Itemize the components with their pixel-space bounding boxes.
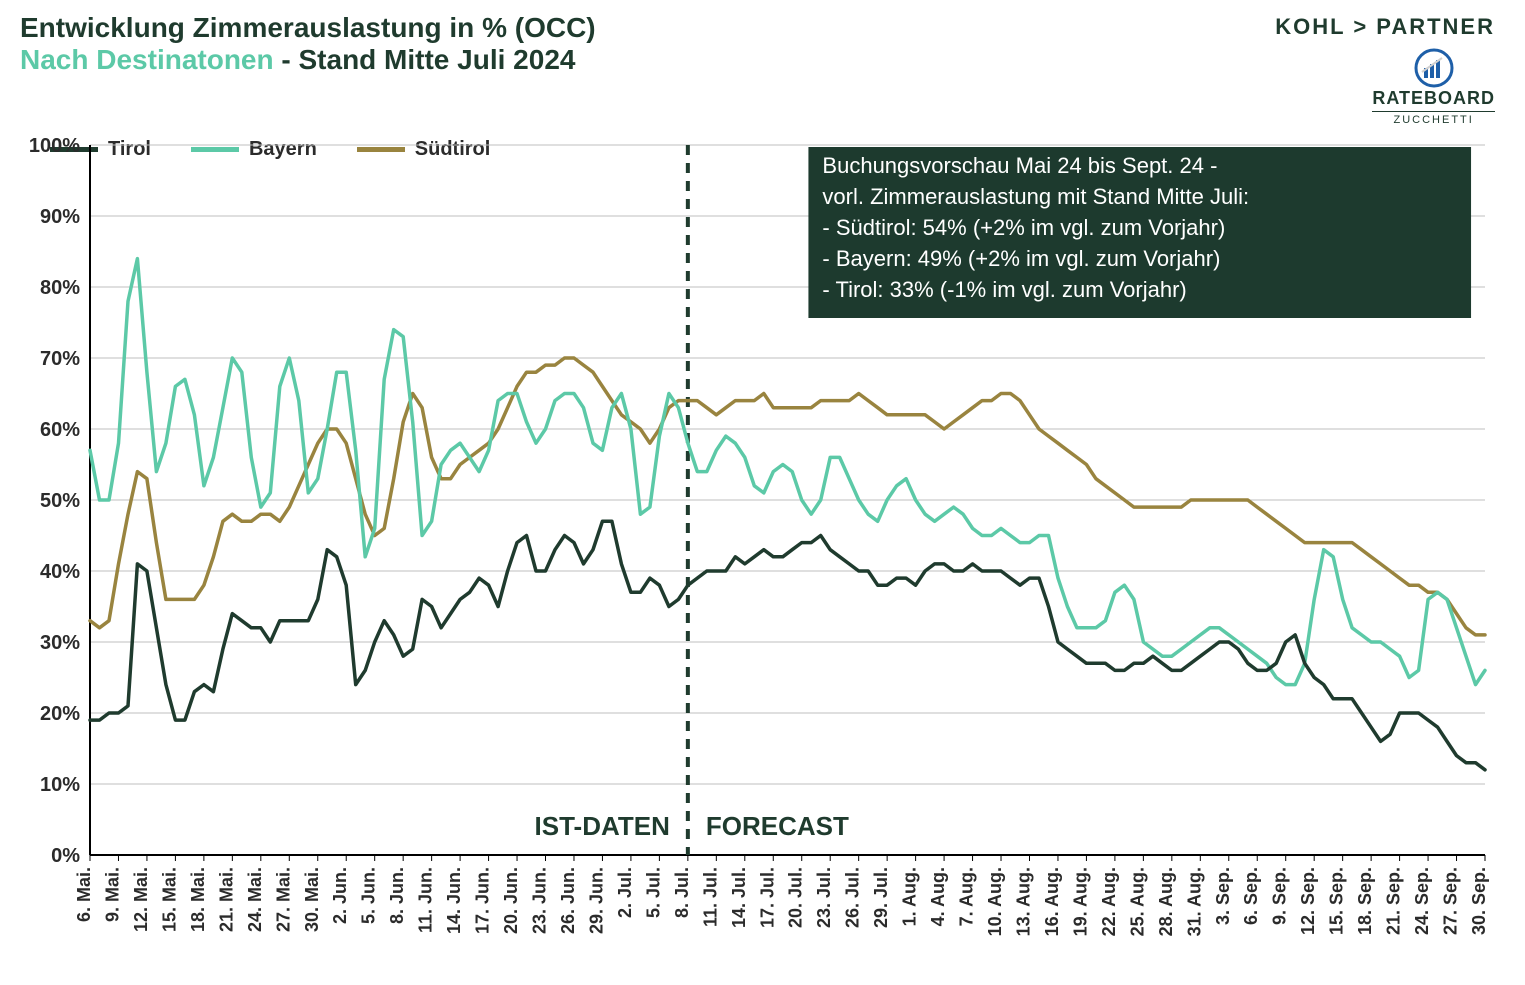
svg-text:24. Sep.: 24. Sep. (1412, 867, 1432, 935)
svg-text:17. Jun.: 17. Jun. (473, 867, 493, 934)
svg-text:vorl. Zimmerauslastung mit Sta: vorl. Zimmerauslastung mit Stand Mitte J… (822, 184, 1249, 209)
svg-text:5. Jun.: 5. Jun. (359, 867, 379, 924)
svg-text:22. Aug.: 22. Aug. (1099, 867, 1119, 936)
brand-rateboard: RATEBOARD ZUCCHETTI (1372, 48, 1495, 126)
svg-text:50%: 50% (40, 490, 80, 512)
svg-text:60%: 60% (40, 419, 80, 441)
titles: Entwicklung Zimmerauslastung in % (OCC) … (20, 10, 596, 128)
brand-kohl-partner: KOHL > PARTNER (1275, 14, 1495, 40)
svg-text:6. Sep.: 6. Sep. (1241, 867, 1261, 925)
svg-text:IST-DATEN: IST-DATEN (535, 811, 670, 841)
svg-text:9. Mai.: 9. Mai. (102, 867, 122, 922)
chart-subtitle: Nach Destinatonen - Stand Mitte Juli 202… (20, 44, 596, 76)
subtitle-rest: - Stand Mitte Juli 2024 (274, 44, 576, 75)
svg-text:21. Mai.: 21. Mai. (216, 867, 236, 932)
svg-text:8. Jul.: 8. Jul. (672, 867, 692, 918)
svg-text:7. Aug.: 7. Aug. (957, 867, 977, 926)
svg-text:27. Sep.: 27. Sep. (1441, 867, 1461, 935)
svg-text:FORECAST: FORECAST (706, 811, 849, 841)
svg-text:23. Jun.: 23. Jun. (530, 867, 550, 934)
svg-text:9. Sep.: 9. Sep. (1270, 867, 1290, 925)
svg-text:18. Sep.: 18. Sep. (1355, 867, 1375, 935)
svg-text:11. Jul.: 11. Jul. (700, 867, 720, 927)
svg-text:27. Mai.: 27. Mai. (273, 867, 293, 932)
svg-text:24. Mai.: 24. Mai. (245, 867, 265, 932)
svg-text:25. Aug.: 25. Aug. (1127, 867, 1147, 936)
svg-text:4. Aug.: 4. Aug. (928, 867, 948, 926)
svg-text:2. Jul.: 2. Jul. (615, 867, 635, 918)
svg-text:12. Mai.: 12. Mai. (131, 867, 151, 932)
svg-text:90%: 90% (40, 206, 80, 228)
svg-text:31. Aug.: 31. Aug. (1184, 867, 1204, 936)
svg-text:10%: 10% (40, 774, 80, 796)
header: Entwicklung Zimmerauslastung in % (OCC) … (20, 10, 1505, 128)
svg-text:29. Jun.: 29. Jun. (586, 867, 606, 934)
svg-text:15. Mai.: 15. Mai. (159, 867, 179, 932)
svg-text:70%: 70% (40, 348, 80, 370)
svg-text:29. Jul.: 29. Jul. (871, 867, 891, 928)
svg-text:28. Aug.: 28. Aug. (1156, 867, 1176, 936)
svg-text:30. Sep.: 30. Sep. (1469, 867, 1489, 935)
svg-text:16. Aug.: 16. Aug. (1042, 867, 1062, 936)
svg-text:8. Jun.: 8. Jun. (387, 867, 407, 924)
svg-text:14. Jun.: 14. Jun. (444, 867, 464, 934)
svg-text:40%: 40% (40, 561, 80, 583)
svg-text:1. Aug.: 1. Aug. (900, 867, 920, 926)
svg-text:20. Jul.: 20. Jul. (786, 867, 806, 928)
chart-area: 0% 10% 20% 30% 40% 50% 60% 70% 80% 90% 100% 6. Mai.… (20, 130, 1505, 975)
svg-text:13. Aug.: 13. Aug. (1013, 867, 1033, 936)
svg-text:Buchungsvorschau Mai 24 bis Se: Buchungsvorschau Mai 24 bis Sept. 24 - (822, 153, 1217, 178)
svg-text:5. Jul.: 5. Jul. (643, 867, 663, 918)
line-chart: 0% 10% 20% 30% 40% 50% 60% 70% 80% 90% 100% 6. Mai.… (20, 130, 1505, 975)
svg-text:21. Sep.: 21. Sep. (1384, 867, 1404, 935)
svg-text:19. Aug.: 19. Aug. (1070, 867, 1090, 936)
svg-text:- Südtirol: 54% (+2% im vgl.: - Südtirol: 54% (+2% im vgl. zum Vorjahr… (822, 215, 1225, 240)
svg-text:23. Jul.: 23. Jul. (814, 867, 834, 928)
svg-text:6. Mai.: 6. Mai. (74, 867, 94, 922)
svg-text:30%: 30% (40, 632, 80, 654)
svg-text:26. Jul.: 26. Jul. (843, 867, 863, 928)
svg-text:17. Jul.: 17. Jul. (757, 867, 777, 928)
svg-text:- Tirol: 33% (-1% im vgl. zum: - Tirol: 33% (-1% im vgl. zum Vorjahr) (822, 277, 1186, 302)
svg-text:26. Jun.: 26. Jun. (558, 867, 578, 934)
svg-text:100%: 100% (29, 135, 80, 157)
svg-text:80%: 80% (40, 277, 80, 299)
svg-text:10. Aug.: 10. Aug. (985, 867, 1005, 936)
svg-text:20. Jun.: 20. Jun. (501, 867, 521, 934)
svg-text:20%: 20% (40, 703, 80, 725)
subtitle-highlight: Nach Destinatonen (20, 44, 274, 75)
svg-text:3. Sep.: 3. Sep. (1213, 867, 1233, 925)
svg-text:18. Mai.: 18. Mai. (188, 867, 208, 932)
svg-text:15. Sep.: 15. Sep. (1327, 867, 1347, 935)
svg-text:0%: 0% (51, 845, 80, 867)
chart-title: Entwicklung Zimmerauslastung in % (OCC) (20, 12, 596, 44)
svg-text:30. Mai.: 30. Mai. (302, 867, 322, 932)
brand-block: KOHL > PARTNER RATEBOARD ZUCCHETTI (1275, 10, 1505, 128)
svg-text:- Bayern: 49% (+2% im vgl. zu: - Bayern: 49% (+2% im vgl. zum Vorjahr) (822, 246, 1220, 271)
svg-text:11. Jun.: 11. Jun. (416, 867, 436, 933)
svg-text:2. Jun.: 2. Jun. (330, 867, 350, 924)
svg-text:12. Sep.: 12. Sep. (1298, 867, 1318, 935)
page: Entwicklung Zimmerauslastung in % (OCC) … (0, 0, 1525, 985)
brand-rateboard-text: RATEBOARD (1372, 88, 1495, 109)
brand-zucchetti: ZUCCHETTI (1372, 111, 1495, 126)
rateboard-icon (1414, 48, 1454, 88)
svg-text:14. Jul.: 14. Jul. (729, 867, 749, 928)
